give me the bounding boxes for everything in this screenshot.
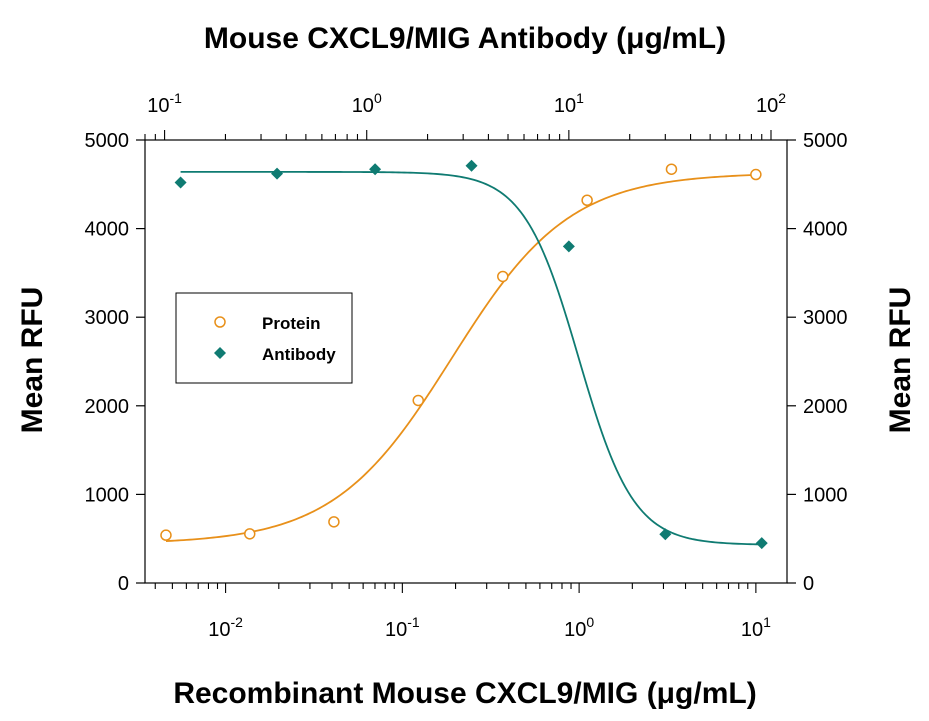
y-tick-label-left: 4000 [85, 219, 130, 241]
x-tick-label: 102 [756, 90, 786, 117]
legend-protein-marker [214, 316, 226, 328]
data-point-protein [750, 168, 762, 181]
x-tick-label: 100 [352, 90, 382, 117]
y-tick-label-right: 2000 [803, 396, 848, 418]
legend: Protein Antibody [175, 292, 353, 384]
data-point-antibody [369, 163, 382, 176]
plot-area-frame [144, 139, 788, 584]
top-axis-title: Mouse CXCL9/MIG Antibody (μg/mL) [204, 22, 726, 55]
data-point-antibody [755, 537, 768, 550]
y-tick-label-right: 4000 [803, 219, 848, 241]
y-tick-label-left: 3000 [85, 307, 130, 329]
legend-box [175, 292, 353, 384]
y-tick-label-left: 5000 [85, 130, 130, 152]
y-tick-label-right: 3000 [803, 307, 848, 329]
data-point-protein [328, 516, 340, 528]
data-point-protein [497, 270, 509, 283]
fit-curve-protein [165, 174, 756, 542]
data-point-protein [581, 194, 593, 206]
y-tick-label-left: 0 [118, 573, 129, 595]
legend-antibody-marker [214, 347, 226, 359]
data-point-antibody [562, 240, 575, 253]
data-point-antibody [465, 159, 478, 172]
data-point-protein [160, 529, 172, 541]
right-y-axis-title: Mean RFU [884, 287, 917, 434]
x-tick-label: 10-2 [208, 614, 243, 641]
y-tick-label-right: 1000 [803, 484, 848, 506]
y-tick-label-left: 1000 [85, 484, 130, 506]
ticks-layer: 0 0 1000 1000 2000 2000 3000 3000 4000 4000 5000 50… [85, 90, 848, 641]
data-point-protein [665, 163, 678, 175]
bottom-axis-title: Recombinant Mouse CXCL9/MIG (μg/mL) [173, 677, 756, 710]
legend-protein-label: Protein [262, 314, 321, 333]
x-tick-label: 10-1 [385, 614, 420, 641]
data-point-antibody [659, 528, 672, 541]
y-tick-label-right: 5000 [803, 130, 848, 152]
data-point-protein [244, 528, 256, 540]
data-point-protein [412, 394, 424, 407]
x-tick-label: 10-1 [147, 90, 182, 117]
y-tick-label-right: 0 [803, 573, 814, 595]
y-tick-label-left: 2000 [85, 396, 130, 418]
legend-antibody-label: Antibody [262, 345, 336, 364]
left-y-axis-title: Mean RFU [16, 287, 49, 434]
x-tick-label: 100 [564, 614, 594, 641]
data-point-antibody [174, 176, 187, 189]
x-tick-label: 101 [741, 614, 771, 641]
data-point-antibody [271, 167, 284, 180]
x-tick-label: 101 [554, 90, 584, 117]
points-layer [160, 159, 768, 550]
